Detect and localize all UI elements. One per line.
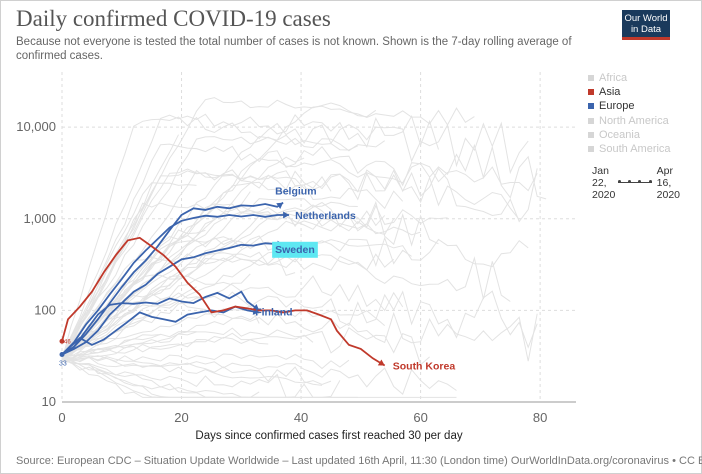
legend-label: Oceania [599,128,640,141]
legend-label: Europe [599,100,635,113]
timeline-track[interactable] [618,180,652,183]
background-country-line [61,220,421,360]
timeline-dot [638,180,641,183]
start-point [59,338,65,344]
background-country-line [61,355,457,395]
legend-label: North America [599,114,669,127]
x-tick-label: 40 [294,410,308,425]
y-tick-label: 10 [42,394,56,409]
legend-item-europe[interactable]: Europe [588,99,671,113]
series-arrow [377,359,385,366]
background-lines [61,97,547,398]
series-line-netherlands [61,214,290,356]
series-label-belgium: Belgium [275,186,316,198]
background-country-line [61,143,547,362]
legend-swatch [588,146,594,153]
background-country-line [61,113,439,357]
logo-line1: Our World [624,13,668,24]
background-country-line [61,210,340,357]
legend-swatch [588,103,594,110]
background-country-line [61,167,538,360]
background-country-line [61,215,395,362]
background-country-line [61,116,529,361]
timeline-end-label: Apr 16, 2020 [656,165,680,201]
background-country-line [61,353,350,370]
background-country-line [61,332,314,360]
legend-item-oceania[interactable]: Oceania [588,128,671,142]
series-line-south-korea [61,236,386,367]
background-country-line [61,356,332,386]
timeline-handle-end[interactable] [649,180,652,183]
chart-title: Daily confirmed COVID-19 cases [16,6,331,31]
legend-item-africa[interactable]: Africa [588,71,671,85]
series-label-sweden: Sweden [275,244,315,256]
background-country-line [61,357,341,398]
legend-label: Asia [599,86,621,99]
background-country-line [61,326,430,366]
x-tick-label: 80 [533,410,547,425]
label-highlight [272,241,318,258]
legend-label: South America [599,143,671,156]
legend-swatch [588,89,594,96]
background-country-line [61,97,377,357]
legend-item-asia[interactable]: Asia [588,85,671,99]
legend-item-south-america[interactable]: South America [588,142,671,156]
series-line-finland [61,290,260,356]
background-country-line [61,356,323,386]
x-tick-label: 60 [413,410,427,425]
background-country-line [61,210,386,359]
background-country-line [61,360,358,398]
series-line-finland-lower- [61,305,260,356]
background-country-line [61,200,439,356]
x-tick-label: 0 [58,410,65,425]
y-tick-label: 100 [34,302,56,317]
series-line-belgium [61,201,284,356]
timeline-handle-start[interactable] [618,180,621,183]
chart-subtitle: Because not everyone is tested the total… [16,36,572,62]
legend-item-north-america[interactable]: North America [588,114,671,128]
background-country-line [61,105,475,363]
x-axis-label: Days since confirmed cases first reached… [195,430,462,442]
background-country-line [61,158,538,357]
background-country-line [61,182,197,362]
owid-logo[interactable]: Our World in Data [622,10,670,40]
timeline-control[interactable]: Jan 22, 2020 Apr 16, 2020 [592,165,682,203]
legend-label: Africa [599,72,628,85]
series-arrow [276,202,284,209]
legend-swatch [588,131,594,138]
series-label-south-korea: South Korea [393,361,456,373]
series-arrow [283,211,290,219]
legend-swatch [588,117,594,124]
grid [61,72,576,403]
legend: Africa Asia Europe North America Oceania Sout… [588,71,671,156]
y-tick-label: 10,000 [16,119,56,134]
series-label-netherlands: Netherlands [295,210,356,222]
x-tick-label: 20 [174,410,188,425]
series-lines [61,201,386,367]
background-country-line [61,169,332,360]
start-point [59,351,65,357]
timeline-dot [628,180,631,183]
series-line-sweden [61,242,284,356]
logo-line2: in Data [630,24,662,35]
legend-swatch [588,75,594,82]
axes: 10 100 1,000 10,000 0 20 40 60 80 Days since conf… [16,119,576,442]
start-value-label: 46 [64,339,71,345]
series-labels: 33 46 Belgium Netherlands Sweden Finland South… [59,186,455,373]
series-label-finland: Finland [255,306,292,318]
background-country-line [61,290,538,356]
timeline-start-label: Jan 22, 2020 [592,165,616,201]
start-value-label: 33 [59,360,67,367]
y-tick-label: 1,000 [23,211,56,226]
source-note: Source: European CDC – Situation Update … [16,455,702,467]
background-country-line [61,234,412,360]
background-country-line [61,136,385,356]
background-country-line [61,156,305,360]
